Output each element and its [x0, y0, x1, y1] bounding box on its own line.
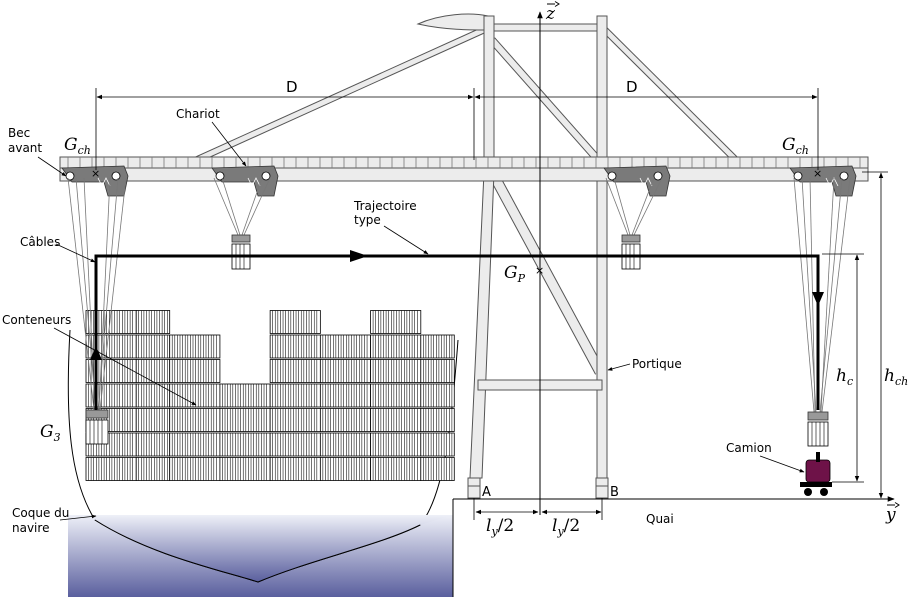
dim-ly-left-label: ly/2	[486, 516, 514, 538]
container	[420, 383, 455, 408]
label-quai: Quai	[646, 512, 674, 526]
g-p-label: GP	[504, 263, 526, 285]
spreader-middle-left	[231, 234, 251, 270]
container-stack	[420, 334, 455, 481]
g-3-label: G3	[40, 422, 61, 444]
backstay-inner	[603, 28, 744, 168]
spreader-middle-right	[621, 234, 641, 270]
leader-chariot	[211, 121, 247, 167]
trajectory-arrow-right	[350, 250, 368, 262]
ship-hull-keel	[94, 519, 421, 583]
container	[420, 334, 455, 359]
container	[420, 457, 455, 481]
container-stack	[269, 310, 321, 481]
dim-hch-label: hch	[884, 366, 908, 388]
container-stack	[135, 310, 171, 481]
point-b-label: B	[610, 485, 619, 500]
bottom-diagonal-inner	[488, 169, 604, 375]
label-bec-avant-1: Bec	[8, 126, 30, 140]
y-axis-label: y	[885, 505, 896, 525]
label-chariot: Chariot	[176, 107, 220, 121]
foot-a	[467, 477, 481, 499]
container	[135, 310, 171, 334]
leg-a	[469, 15, 495, 479]
top-diagonal-inner	[489, 38, 603, 164]
ship-hull-underwater	[68, 515, 453, 582]
leg-b	[596, 15, 608, 479]
label-conteneurs: Conteneurs	[2, 313, 71, 327]
cables-truck-side	[793, 177, 851, 413]
label-cables: Câbles	[20, 235, 60, 249]
leader-trajectoire	[383, 225, 429, 255]
trajectory-arrow-up	[90, 346, 102, 360]
container	[420, 359, 455, 383]
trolley	[789, 165, 857, 197]
container	[169, 359, 221, 383]
label-coque-2: navire	[12, 521, 49, 535]
foot-b	[595, 477, 609, 499]
container-stack	[370, 310, 422, 481]
z-axis-vector-head	[554, 1, 560, 7]
top-crossbar	[487, 23, 601, 32]
g-ch-left-label: Gch	[64, 135, 91, 157]
trolley	[211, 165, 279, 197]
cables-middle-right	[605, 177, 663, 236]
g-ch-right-label: Gch	[782, 135, 809, 157]
trolley	[603, 165, 671, 197]
leader-cables	[55, 243, 96, 263]
leader-portique	[607, 363, 631, 371]
dim-hc-label: hc	[836, 366, 853, 388]
dim-d-right-label: D	[626, 78, 638, 96]
container-stack	[219, 383, 271, 481]
trolleys	[61, 165, 857, 197]
typical-trajectory	[94, 254, 820, 410]
spreader-truck	[807, 411, 829, 447]
trolley	[61, 165, 129, 197]
label-bec-avant-2: avant	[8, 141, 42, 155]
container-stack	[169, 334, 221, 481]
boom-head	[416, 13, 489, 31]
z-axis-label: z	[545, 4, 556, 24]
dim-d-left-label: D	[286, 78, 298, 96]
container-stacks	[85, 310, 455, 481]
container	[370, 310, 422, 334]
label-camion: Camion	[726, 441, 772, 455]
dim-ly-right-label: ly/2	[552, 516, 580, 538]
leader-camion	[759, 455, 805, 473]
cables-middle-left	[213, 177, 271, 236]
label-trajectoire-1: Trajectoire	[353, 199, 417, 213]
g-ch-left-mark: ×	[91, 167, 100, 180]
leader-coque	[59, 514, 97, 521]
leader-conteneurs	[53, 327, 197, 406]
container-stack	[85, 310, 137, 481]
container	[420, 408, 455, 432]
truck	[800, 452, 832, 496]
spreader-ship	[85, 409, 109, 445]
label-portique: Portique	[632, 357, 682, 371]
container	[169, 334, 221, 359]
label-coque-1: Coque du	[12, 506, 69, 520]
trajectory-arrow-down	[812, 292, 824, 306]
container	[420, 432, 455, 457]
g-ch-right-mark: ×	[813, 167, 822, 180]
point-a-label: A	[482, 485, 491, 500]
cables-ship-side	[67, 177, 127, 411]
y-axis-vector-head	[894, 502, 900, 508]
container	[269, 310, 321, 334]
g-p-mark: ×	[535, 264, 544, 277]
leader-bec-avant	[37, 156, 67, 177]
label-trajectoire-2: type	[354, 213, 381, 227]
